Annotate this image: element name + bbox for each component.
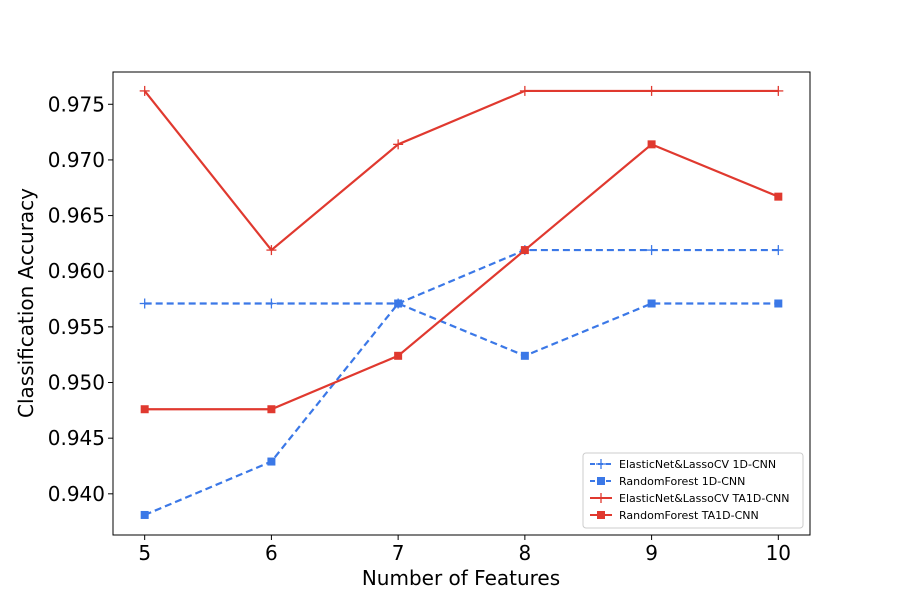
series-3 xyxy=(139,85,784,256)
data-point-square xyxy=(597,511,605,519)
data-point-plus xyxy=(139,298,150,309)
series-line xyxy=(144,302,779,516)
legend-entry: RandomForest 1D-CNN xyxy=(590,475,745,488)
data-point-square xyxy=(267,457,276,466)
data-point-plus xyxy=(646,245,657,256)
data-point-square xyxy=(520,351,529,360)
data-point-square xyxy=(597,477,605,485)
data-point-square xyxy=(774,299,783,308)
legend-entry: ElasticNet&LassoCV TA1D-CNN xyxy=(590,492,790,505)
legend-entry: RandomForest TA1D-CNN xyxy=(590,509,759,522)
series-2 xyxy=(140,299,783,519)
data-point-plus xyxy=(139,85,150,96)
y-tick-label: 0.945 xyxy=(48,426,105,450)
legend: ElasticNet&LassoCV 1D-CNN RandomForest 1D… xyxy=(582,452,804,529)
series-4 xyxy=(140,140,783,414)
legend-label: ElasticNet&LassoCV 1D-CNN xyxy=(619,458,776,471)
x-tick-label: 5 xyxy=(138,541,151,565)
y-tick-label: 0.955 xyxy=(48,315,105,339)
series-line xyxy=(144,143,779,411)
data-point-plus xyxy=(266,245,277,256)
legend-box xyxy=(582,452,804,529)
data-point-square xyxy=(520,246,529,255)
series-1 xyxy=(139,245,784,309)
x-tick-label: 7 xyxy=(392,541,405,565)
y-tick-label: 0.940 xyxy=(48,482,105,506)
x-tick-label: 10 xyxy=(766,541,791,565)
legend-label: RandomForest TA1D-CNN xyxy=(619,509,759,522)
y-tick-label: 0.970 xyxy=(48,148,105,172)
y-tick-label: 0.950 xyxy=(48,371,105,395)
legend-entry: ElasticNet&LassoCV 1D-CNN xyxy=(590,458,776,471)
data-point-plus xyxy=(519,85,530,96)
y-tick-label: 0.975 xyxy=(48,92,105,116)
data-point-square xyxy=(140,405,149,414)
legend-label: ElasticNet&LassoCV TA1D-CNN xyxy=(619,492,790,505)
y-axis: 0.940 0.945 0.950 0.955 0.960 0.965 0.970 0.975 xyxy=(48,92,113,506)
plot-series xyxy=(139,85,784,519)
x-tick-label: 9 xyxy=(645,541,658,565)
x-tick-label: 6 xyxy=(265,541,278,565)
x-tick-label: 8 xyxy=(518,541,531,565)
y-tick-label: 0.965 xyxy=(48,204,105,228)
data-point-plus xyxy=(393,139,404,150)
data-point-square xyxy=(774,192,783,201)
data-point-square xyxy=(647,140,656,149)
data-point-plus xyxy=(773,245,784,256)
series-line xyxy=(143,89,779,252)
y-axis-title: Classification Accuracy xyxy=(14,188,38,418)
x-axis-title: Number of Features xyxy=(362,566,560,590)
data-point-plus xyxy=(646,85,657,96)
data-point-square xyxy=(394,299,403,308)
data-point-plus xyxy=(596,459,606,469)
x-axis: 5 6 7 8 9 10 xyxy=(138,535,791,565)
series-line xyxy=(144,248,779,305)
data-point-square xyxy=(394,351,403,360)
data-point-square xyxy=(267,405,276,414)
data-point-square xyxy=(647,299,656,308)
plot-frame xyxy=(112,71,811,536)
legend-label: RandomForest 1D-CNN xyxy=(619,475,745,488)
data-point-square xyxy=(140,510,149,519)
y-tick-label: 0.960 xyxy=(48,259,105,283)
data-point-plus xyxy=(266,298,277,309)
data-point-plus xyxy=(773,85,784,96)
data-point-plus xyxy=(596,493,606,503)
